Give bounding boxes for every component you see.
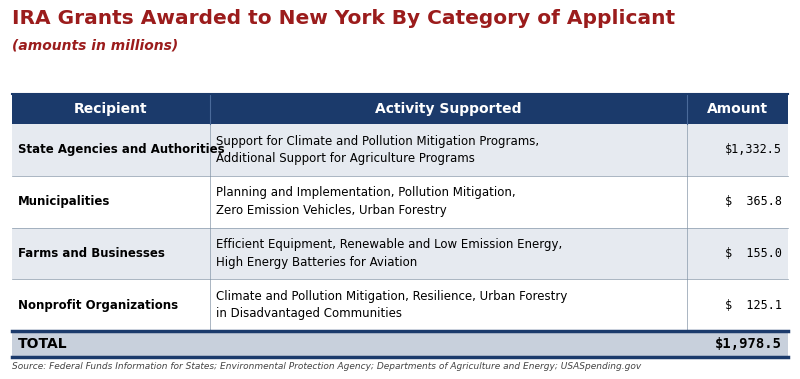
- Text: $  125.1: $ 125.1: [725, 299, 782, 312]
- Text: TOTAL: TOTAL: [18, 337, 68, 351]
- Text: Planning and Implementation, Pollution Mitigation,
Zero Emission Vehicles, Urban: Planning and Implementation, Pollution M…: [216, 186, 515, 217]
- Text: Support for Climate and Pollution Mitigation Programs,
Additional Support for Ag: Support for Climate and Pollution Mitiga…: [216, 135, 539, 165]
- Bar: [12, 279, 788, 331]
- Text: (amounts in millions): (amounts in millions): [12, 39, 178, 53]
- Text: Climate and Pollution Mitigation, Resilience, Urban Forestry
in Disadvantaged Co: Climate and Pollution Mitigation, Resili…: [216, 290, 567, 320]
- Text: $  155.0: $ 155.0: [725, 247, 782, 260]
- Bar: [12, 94, 788, 124]
- Text: $1,332.5: $1,332.5: [725, 143, 782, 157]
- Text: State Agencies and Authorities: State Agencies and Authorities: [18, 143, 225, 157]
- Text: Recipient: Recipient: [74, 102, 148, 116]
- Text: Amount: Amount: [707, 102, 768, 116]
- Text: Source: Federal Funds Information for States; Environmental Protection Agency; D: Source: Federal Funds Information for St…: [12, 362, 642, 371]
- Bar: [12, 331, 788, 357]
- Text: Nonprofit Organizations: Nonprofit Organizations: [18, 299, 178, 312]
- Text: Efficient Equipment, Renewable and Low Emission Energy,
High Energy Batteries fo: Efficient Equipment, Renewable and Low E…: [216, 238, 562, 269]
- Text: Farms and Businesses: Farms and Businesses: [18, 247, 165, 260]
- Text: $1,978.5: $1,978.5: [715, 337, 782, 351]
- Text: Municipalities: Municipalities: [18, 195, 110, 208]
- Text: Activity Supported: Activity Supported: [375, 102, 522, 116]
- Bar: [12, 124, 788, 176]
- Bar: [12, 176, 788, 227]
- Bar: [12, 227, 788, 279]
- Text: IRA Grants Awarded to New York By Category of Applicant: IRA Grants Awarded to New York By Catego…: [12, 9, 675, 28]
- Text: $  365.8: $ 365.8: [725, 195, 782, 208]
